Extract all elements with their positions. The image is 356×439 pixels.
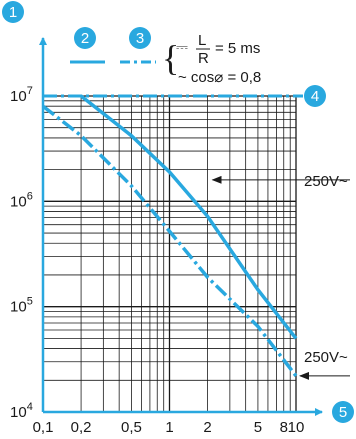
svg-text:1: 1: [9, 4, 17, 21]
annotation-label-1: 250V~: [304, 173, 348, 190]
marker-circle-1: 1: [2, 1, 24, 23]
legend-fraction-num: L: [198, 32, 206, 49]
y-tick-label: 105: [10, 296, 33, 316]
y-tick-label: 104: [10, 401, 33, 421]
x-tick-label: 10: [288, 419, 305, 436]
svg-text:3: 3: [136, 30, 144, 47]
x-tick-label: 2: [203, 419, 211, 436]
legend-fraction-den: R: [198, 50, 209, 67]
x-tick-label: 5: [254, 419, 262, 436]
x-tick-label: 0,5: [121, 419, 142, 436]
marker-circle-4: 4: [304, 85, 326, 107]
marker-circle-5: 5: [332, 401, 354, 423]
x-tick-label: 0,1: [33, 419, 54, 436]
plot-grid: [42, 95, 297, 413]
x-tick-label: 8: [280, 419, 288, 436]
x-tick-labels: 0,1 0,2 0,5 1 2 5 8 10: [33, 419, 305, 436]
series-line-3: [41, 104, 298, 377]
y-tick-labels: 104 105 106 107: [10, 85, 33, 421]
legend-brace: {: [162, 38, 179, 78]
legend-dc-symbol: ⎓: [176, 39, 188, 56]
x-tick-label: 0,2: [71, 419, 92, 436]
svg-text:2: 2: [81, 30, 89, 47]
annotation-label-2: 250V~: [304, 349, 348, 366]
svg-text:4: 4: [311, 88, 319, 105]
svg-text:5: 5: [339, 404, 347, 421]
series-line-2: [80, 94, 298, 340]
y-tick-label: 107: [10, 85, 33, 105]
legend-line1-suffix: = 5 ms: [215, 40, 260, 57]
legend-line2: ~ cos⌀ = 0,8: [178, 69, 261, 86]
marker-circle-3: 3: [129, 27, 151, 49]
y-tick-label: 106: [10, 190, 33, 210]
marker-circle-2: 2: [74, 27, 96, 49]
x-tick-label: 1: [165, 419, 173, 436]
legend: { ⎓ L R = 5 ms ~ cos⌀ = 0,8: [70, 32, 261, 86]
